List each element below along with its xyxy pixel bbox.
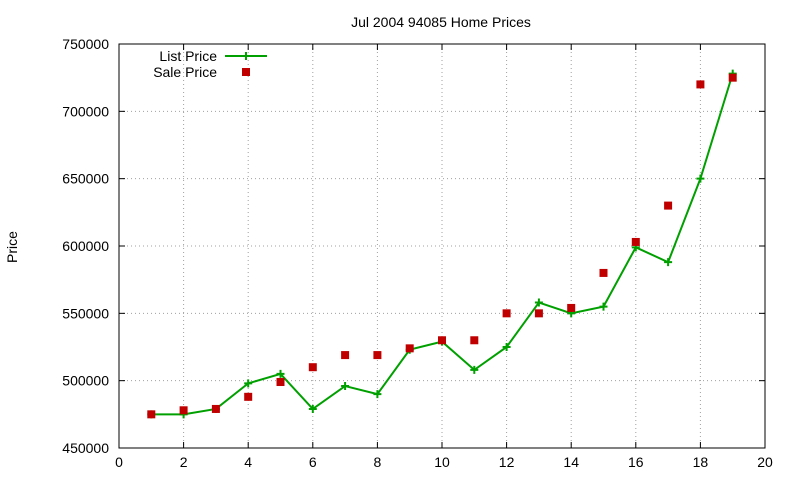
list-price-point — [341, 382, 350, 391]
legend-label: List Price — [159, 48, 217, 64]
x-tick-label: 2 — [180, 454, 188, 470]
x-tick-label: 12 — [499, 454, 515, 470]
sale-price-point — [470, 336, 479, 345]
legend-label: Sale Price — [153, 64, 217, 80]
y-tick-label: 700000 — [62, 103, 109, 119]
sale-price-point — [599, 268, 608, 277]
list-price-point — [470, 365, 479, 374]
y-axis-label: Price — [4, 231, 20, 263]
y-tick-label: 500000 — [62, 373, 109, 389]
x-tick-label: 0 — [115, 454, 123, 470]
list-price-point — [534, 298, 543, 307]
sale-price-point — [567, 303, 576, 312]
sale-price-point — [373, 351, 382, 360]
sale-price-point — [438, 336, 446, 345]
series-layer — [147, 69, 737, 419]
y-tick-label: 750000 — [62, 36, 109, 52]
y-tick-label: 600000 — [62, 238, 109, 254]
x-tick-label: 20 — [757, 454, 773, 470]
sale-price-point — [211, 404, 220, 413]
list-price-point — [373, 390, 382, 399]
legend-swatch-marker — [242, 68, 250, 76]
x-tick-label: 16 — [628, 454, 644, 470]
sale-price-point — [308, 363, 317, 372]
sale-price-point — [502, 309, 511, 318]
sale-price-point — [276, 378, 285, 387]
list-price-point — [502, 343, 511, 351]
chart-title: Jul 2004 94085 Home Prices — [351, 14, 531, 30]
x-tick-label: 10 — [434, 454, 450, 470]
sale-price-point — [728, 73, 737, 82]
sale-price-point — [405, 344, 414, 353]
list-price-point — [276, 369, 285, 378]
y-tick-label: 650000 — [62, 171, 109, 187]
gridlines — [119, 44, 765, 448]
sale-price-point — [534, 309, 543, 318]
sale-price-point — [341, 351, 350, 360]
y-tick-label: 550000 — [62, 305, 109, 321]
sale-price-point — [147, 410, 156, 419]
list-price-point — [308, 404, 317, 413]
list-price-point — [696, 174, 705, 183]
x-tick-label: 4 — [244, 454, 252, 470]
list-price-point — [244, 379, 253, 388]
x-tick-label: 18 — [693, 454, 709, 470]
x-tick-label: 6 — [309, 454, 317, 470]
sale-price-point — [179, 406, 188, 415]
sale-price-point — [244, 392, 253, 401]
axes: 0 2 4 6 8 10 12 14 16 18 20 450000 500000 550000 60000… — [62, 36, 773, 470]
list-price-point — [664, 258, 673, 267]
sale-price-point — [696, 80, 705, 89]
legend-swatch-marker — [242, 52, 250, 60]
list-price-point — [599, 302, 608, 311]
x-tick-label: 14 — [563, 454, 579, 470]
sale-price-point — [631, 237, 640, 246]
x-tick-label: 8 — [374, 454, 382, 470]
y-tick-label: 450000 — [62, 440, 109, 456]
sale-price-point — [664, 201, 673, 210]
